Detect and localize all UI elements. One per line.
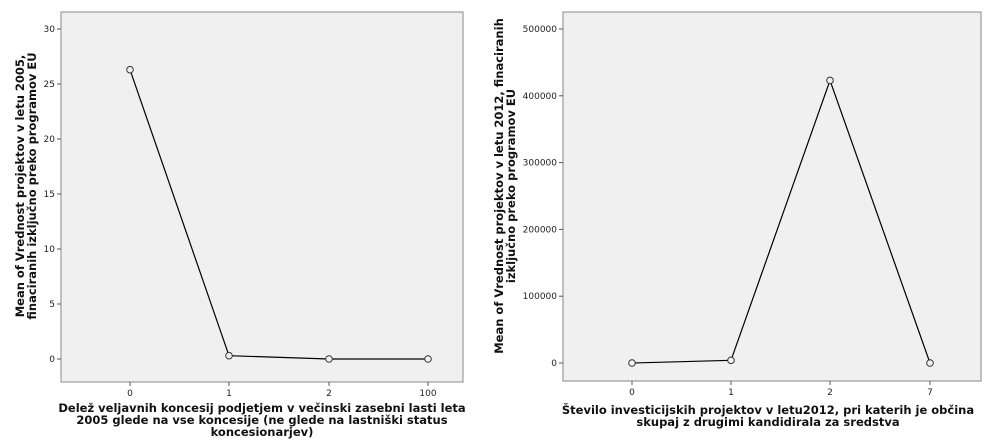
y-tick-label: 25: [44, 80, 55, 90]
x-tick-label: 100: [419, 389, 436, 399]
y-tick-label: 0: [551, 359, 557, 369]
data-point: [225, 351, 233, 360]
y-tick-label: 30: [44, 25, 56, 35]
data-point: [424, 355, 432, 363]
data-point: [727, 356, 735, 365]
x-tick-label: 0: [629, 388, 635, 398]
series-line: [129, 69, 428, 360]
y-axis-title-line: izključno preko programov EU: [504, 89, 518, 283]
y-axis-title: Mean of Vrednost projektov v letu 2005,f…: [13, 52, 39, 319]
x-tick-label: 0: [127, 389, 133, 399]
x-tick-label: 7: [927, 388, 933, 398]
y-tick-label: 15: [44, 190, 55, 200]
y-tick-label: 5: [49, 300, 55, 310]
data-point: [325, 355, 333, 363]
chart-right: 0 100000 200000 300000 400000 500000 0 1 2 7 Mean …: [492, 11, 982, 429]
y-axis-title-line: Mean of Vrednost projektov v letu 2005,: [13, 55, 27, 318]
x-axis-title-line: skupaj z drugimi kandidirala za sredstva: [636, 415, 899, 429]
x-axis-title-line: Delež veljavnih koncesij podjetjem v več…: [58, 401, 465, 415]
y-tick-label: 0: [49, 355, 55, 365]
x-axis-title-line: koncesionarjev): [211, 425, 314, 439]
y-tick-label: 20: [44, 135, 56, 145]
y-axis-title: Mean of Vrednost projektov v letu 2012, …: [492, 18, 518, 354]
x-tick-label: 2: [326, 389, 332, 399]
data-point: [126, 65, 134, 74]
plot-area: [562, 11, 982, 382]
y-axis-title-line: Mean of Vrednost projektov v letu 2012, …: [492, 18, 506, 354]
y-tick-label: 200000: [523, 225, 558, 235]
plot-area: [60, 11, 464, 383]
x-axis-title-line: Število investicijskih projektov v letu2…: [562, 402, 974, 417]
y-tick-label: 10: [44, 245, 56, 255]
y-tick-label: 500000: [523, 25, 558, 35]
x-axis-title-line: 2005 glede na vse koncesije (ne glede na…: [76, 413, 447, 427]
x-tick-label: 1: [728, 388, 734, 398]
data-point: [628, 359, 636, 367]
x-tick-label: 2: [827, 388, 833, 398]
y-tick-label: 400000: [523, 92, 558, 102]
data-point: [926, 359, 934, 367]
x-tick-label: 1: [226, 389, 232, 399]
y-axis-title-line: finaciranih izključno preko programov EU: [25, 52, 39, 319]
y-tick-label: 100000: [523, 292, 558, 302]
data-point: [826, 76, 834, 85]
series-line: [631, 78, 931, 364]
y-tick-label: 300000: [523, 159, 558, 169]
chart-left: 0 5 10 15 20 25 30 0 1 2 100 Mean of Vrednost proje…: [13, 11, 466, 439]
